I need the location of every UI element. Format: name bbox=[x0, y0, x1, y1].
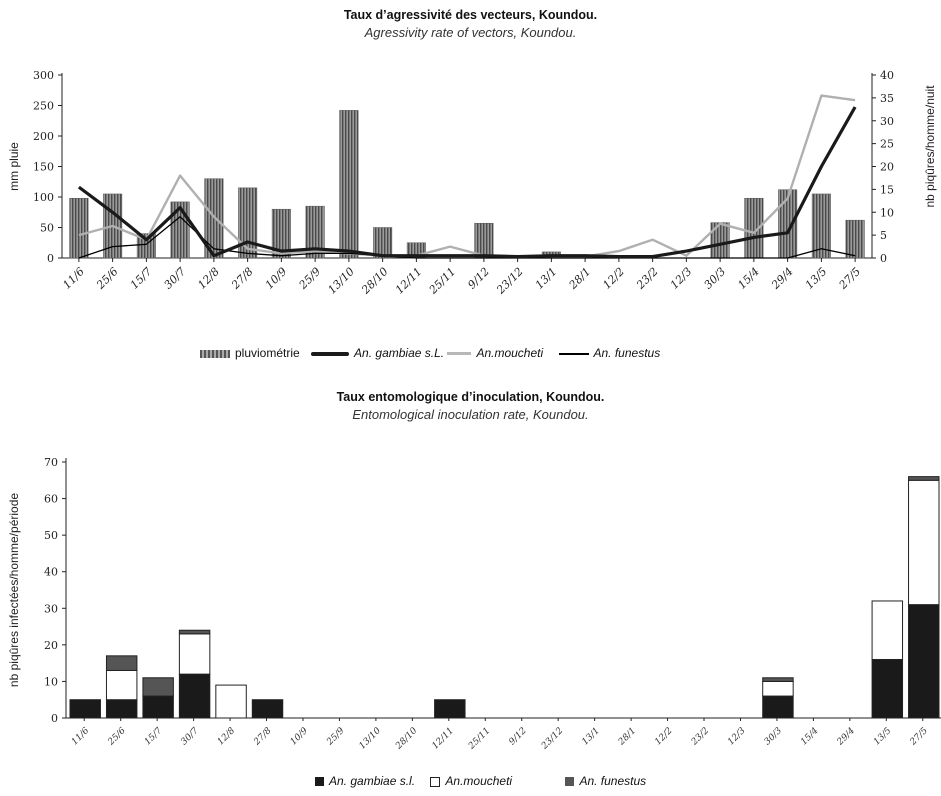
chart1-svg: 0 50 100 150 200 250 300 0 5 10 15 20 25 30 35 40 mm plu… bbox=[7, 69, 937, 297]
chart1-y2tick-label: 40 bbox=[880, 69, 894, 82]
chart2-ytick-label: 30 bbox=[44, 602, 58, 615]
chart2-xtick-label: 12/3 bbox=[726, 726, 748, 748]
chart1-ytick-label: 100 bbox=[33, 191, 54, 204]
funestus-bar bbox=[762, 677, 794, 682]
legend2-moucheti-label: An.moucheti bbox=[445, 774, 513, 788]
chart1-subtitle: Agressivity rate of vectors, Koundou. bbox=[364, 25, 577, 40]
chart2-ylabel: nb piqûres infectées/homme/période bbox=[7, 493, 21, 687]
chart1-ytick-label: 200 bbox=[33, 130, 54, 143]
chart1-y2tick-label: 20 bbox=[880, 161, 894, 174]
chart1-ylabel: mm pluie bbox=[7, 142, 21, 191]
chart2-xtick-label: 28/10 bbox=[393, 726, 419, 752]
chart2-xtick-label: 13/1 bbox=[580, 726, 601, 747]
legend2-gambiae-swatch bbox=[315, 777, 324, 787]
chart2-xtick-label: 28/1 bbox=[616, 726, 638, 748]
chart2-xtick-label: 29/4 bbox=[835, 726, 857, 748]
chart2-xtick-label: 9/12 bbox=[507, 726, 529, 748]
chart2-title: Taux entomologique d’inoculation, Koundo… bbox=[336, 390, 605, 404]
chart2-ytick-label: 10 bbox=[44, 675, 58, 688]
chart1-ytick-label: 300 bbox=[33, 69, 54, 82]
chart2-xtick-label: 25/9 bbox=[324, 726, 346, 748]
gambiae-bar bbox=[178, 673, 211, 719]
legend2-gambiae-label: An. gambiae s.l. bbox=[329, 774, 416, 788]
chart2-xtick-label: 12/8 bbox=[216, 726, 238, 748]
chart1-y2tick-label: 15 bbox=[880, 183, 894, 196]
funestus-bar bbox=[105, 655, 138, 671]
chart2-ytick-label: 0 bbox=[51, 712, 58, 725]
chart2-xtick-label: 11/6 bbox=[70, 726, 92, 748]
chart2-xtick-label: 15/4 bbox=[799, 726, 821, 748]
gambiae-bar bbox=[908, 604, 940, 719]
chart1-ytick-label: 250 bbox=[33, 100, 54, 113]
gambiae-bar bbox=[142, 695, 174, 719]
chart1-ytick-label: 50 bbox=[40, 222, 54, 235]
chart2-xtick-label: 23/12 bbox=[539, 726, 565, 752]
moucheti-line bbox=[78, 94, 856, 258]
funestus-bar bbox=[908, 476, 940, 481]
chart2-ytick-label: 70 bbox=[44, 456, 58, 469]
chart2-ytick-label: 60 bbox=[44, 493, 58, 506]
chart1-y2tick-label: 25 bbox=[880, 138, 894, 151]
gambiae-bar bbox=[69, 699, 101, 719]
moucheti-bar bbox=[908, 479, 940, 606]
gambiae-bar bbox=[434, 699, 466, 719]
gambiae-bar bbox=[762, 695, 794, 719]
chart1-y2tick-label: 10 bbox=[880, 206, 894, 219]
chart1-title: Taux d’agressivité des vecteurs, Koundou… bbox=[343, 8, 598, 22]
legend-pluvio-swatch bbox=[200, 349, 230, 358]
moucheti-bar bbox=[105, 669, 138, 701]
legend-moucheti-label: An.moucheti bbox=[476, 346, 544, 360]
chart1-y2tick-label: 0 bbox=[880, 252, 887, 265]
chart1-y2label: nb piqûres/homme/nuit bbox=[923, 85, 937, 208]
chart2-title-block: Taux entomologique d’inoculation, Koundo… bbox=[0, 390, 941, 422]
chart2-xtick-label: 27/5 bbox=[908, 726, 930, 748]
legend-gambiae-label: An. gambiae s.L. bbox=[354, 346, 445, 360]
chart1-ytick-label: 150 bbox=[33, 161, 54, 174]
funestus-bar bbox=[142, 677, 174, 697]
funestus-line bbox=[78, 216, 856, 259]
legend-funestus-label: An. funestus bbox=[593, 346, 661, 360]
moucheti-bar bbox=[178, 633, 211, 675]
chart2-ytick-label: 50 bbox=[44, 529, 58, 542]
chart2-xtick-label: 13/10 bbox=[358, 726, 384, 752]
legend-moucheti-swatch bbox=[447, 352, 472, 356]
chart2-subtitle: Entomological inoculation rate, Koundou. bbox=[352, 407, 589, 422]
chart1-ytick-label: 0 bbox=[47, 252, 54, 265]
chart1-y2tick-label: 30 bbox=[880, 115, 894, 128]
chart2-xtick-label: 30/7 bbox=[179, 726, 201, 748]
chart2-xtick-label: 10/9 bbox=[289, 726, 311, 748]
chart2-legend: An. gambiae s.l. An.moucheti An. funestu… bbox=[315, 774, 646, 788]
moucheti-bar bbox=[762, 680, 794, 697]
legend-gambiae-swatch bbox=[311, 351, 350, 356]
chart2-xtick-label: 15/7 bbox=[143, 726, 165, 748]
chart2-xtick-label: 23/2 bbox=[689, 726, 711, 748]
chart1-y2tick-label: 5 bbox=[880, 229, 887, 242]
chart2-xtick-label: 12/2 bbox=[653, 726, 675, 748]
chart2-xtick-label: 13/5 bbox=[872, 726, 894, 748]
legend2-moucheti-swatch bbox=[430, 776, 441, 787]
chart1-legend: pluviométrie An. gambiae s.L. An.mouchet… bbox=[200, 346, 660, 360]
legend2-funestus-label: An. funestus bbox=[579, 774, 647, 788]
chart1-title-block: Taux d’agressivité des vecteurs, Koundou… bbox=[0, 8, 941, 40]
chart2-xtick-label: 30/3 bbox=[763, 726, 785, 748]
moucheti-bar bbox=[871, 600, 904, 660]
legend-funestus-swatch bbox=[558, 352, 589, 355]
chart1-y2tick-label: 35 bbox=[880, 92, 894, 105]
gambiae-bar bbox=[871, 658, 904, 719]
funestus-bar bbox=[178, 629, 211, 635]
chart2-xtick-label: 25/11 bbox=[466, 726, 492, 752]
chart2-ytick-label: 40 bbox=[44, 566, 58, 579]
gambiae-bar bbox=[105, 699, 138, 719]
gambiae-bar bbox=[251, 699, 284, 719]
chart2-ytick-label: 20 bbox=[44, 639, 58, 652]
chart2-xtick-label: 12/11 bbox=[431, 726, 456, 751]
legend-pluvio-label: pluviométrie bbox=[235, 346, 300, 360]
moucheti-bar bbox=[215, 684, 247, 719]
chart2-xtick-label: 25/6 bbox=[106, 726, 128, 748]
gambiae-line bbox=[77, 106, 857, 259]
legend2-funestus-swatch bbox=[565, 777, 575, 787]
chart2-xtick-label: 27/8 bbox=[252, 726, 274, 748]
